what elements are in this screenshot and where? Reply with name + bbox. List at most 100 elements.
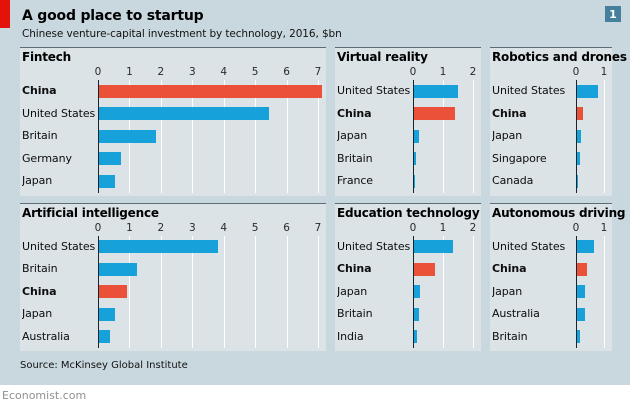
panel-artificial-intelligence: Artificial intelligence United States Brit… <box>20 202 326 351</box>
bar-britain <box>577 330 581 344</box>
axis-tick-5: 5 <box>251 66 259 78</box>
axis-tick-0: 0 <box>94 221 102 234</box>
bar-row-china <box>414 103 481 126</box>
axis-tick-2: 2 <box>469 66 477 78</box>
label-britain: Britain <box>337 307 373 320</box>
bar-britain <box>99 129 156 143</box>
x-axis: 0 1 2 <box>410 65 481 80</box>
bar-row-germany <box>99 148 326 171</box>
bar-japan <box>99 307 115 321</box>
bar-china <box>99 84 323 98</box>
panels-grid: Fintech China United States Britain Germany J… <box>20 47 627 351</box>
bar-row-united-states <box>414 80 481 103</box>
gridline-1 <box>604 80 605 193</box>
chart-robotics-and-drones: United States China Japan Singapore Canada 0 1 <box>490 65 612 193</box>
bar-united-states <box>99 240 219 254</box>
chart-subtitle: Chinese venture-capital investment by te… <box>22 28 342 40</box>
bar-united-states <box>414 84 458 98</box>
bars-area <box>576 80 612 193</box>
label-china: China <box>337 262 372 275</box>
bar-row-britain <box>414 148 481 171</box>
bar-japan <box>577 129 582 143</box>
gridline-2 <box>160 235 162 348</box>
gridline-6 <box>286 80 288 193</box>
axis-tick-7: 7 <box>314 221 322 234</box>
x-axis: 0 1 2 <box>409 221 481 236</box>
axis-tick-0: 0 <box>94 66 102 78</box>
category-labels: United States China Japan Singapore Canada <box>490 65 576 193</box>
panel-title-autonomous-driving: Autonomous driving <box>492 205 626 220</box>
axis-tick-1: 1 <box>126 221 133 234</box>
bar-united-states <box>99 107 269 121</box>
label-singapore: Singapore <box>492 151 547 165</box>
axis-tick-1: 1 <box>439 221 447 234</box>
label-australia: Australia <box>22 329 70 343</box>
bar-japan <box>99 174 115 188</box>
axis-tick-5: 5 <box>251 221 259 234</box>
bar-row-japan <box>99 170 326 193</box>
bar-row-britain <box>99 125 326 148</box>
chart-card: 1 A good place to startup Chinese ventur… <box>0 0 630 385</box>
axis-tick-2: 2 <box>157 66 165 78</box>
bar-row-united-states <box>99 236 326 259</box>
bar-canada <box>577 174 579 188</box>
bar-germany <box>99 152 121 166</box>
label-canada: Canada <box>492 174 534 187</box>
bar-row-united-states <box>414 236 481 259</box>
label-united-states: United States <box>337 84 411 97</box>
axis-tick-4: 4 <box>220 66 228 78</box>
label-britain: Britain <box>492 329 528 343</box>
bar-china <box>414 262 435 276</box>
bar-france <box>414 174 415 188</box>
chart-autonomous-driving: United States China Japan Australia Britain 0… <box>490 221 612 349</box>
bar-britain <box>414 152 417 166</box>
bar-row-britain <box>99 258 326 281</box>
chart-title: A good place to startup <box>22 8 204 24</box>
bar-united-states <box>577 84 598 98</box>
plot-area: 0 1 2 3 4 5 6 7 <box>94 221 326 349</box>
gridline-1 <box>443 80 444 193</box>
label-britain: Britain <box>22 262 58 275</box>
label-france: France <box>337 174 373 187</box>
source-note: Source: McKinsey Global Institute <box>20 360 188 371</box>
panel-title-robotics-and-drones: Robotics and drones <box>492 50 627 64</box>
bar-row-britain <box>414 303 481 326</box>
chart-artificial-intelligence: United States Britain China Japan Australia 0… <box>20 221 326 349</box>
bar-row-china <box>99 281 326 304</box>
axis-tick-4: 4 <box>220 221 228 234</box>
bar-japan <box>414 285 420 299</box>
label-australia: Australia <box>492 307 540 320</box>
site-credit: Economist.com <box>0 385 630 406</box>
label-britain: Britain <box>337 151 373 165</box>
label-united-states: United States <box>337 239 411 253</box>
axis-tick-0: 0 <box>572 66 580 78</box>
category-labels: China United States Britain Germany Japan <box>20 65 98 193</box>
label-united-states: United States <box>22 239 96 253</box>
label-japan: Japan <box>492 129 523 142</box>
label-japan: Japan <box>492 284 523 298</box>
bar-row-australia <box>577 303 612 326</box>
axis-tick-1: 1 <box>439 66 447 78</box>
axis-tick-7: 7 <box>314 66 322 78</box>
chart-fintech: China United States Britain Germany Japan 0 1 2… <box>20 65 326 193</box>
panel-title-virtual-reality: Virtual reality <box>337 50 428 64</box>
panel-fintech: Fintech China United States Britain Germany J… <box>20 47 326 196</box>
bars-area <box>98 80 326 193</box>
label-united-states: United States <box>492 84 566 97</box>
panel-title-education-technology: Education technology <box>337 205 480 220</box>
bar-row-china <box>414 258 481 281</box>
gridline-4 <box>223 235 225 348</box>
label-britain: Britain <box>22 129 58 142</box>
bar-row-china <box>99 80 326 103</box>
gridline-4 <box>223 80 225 193</box>
axis-tick-0: 0 <box>572 221 580 234</box>
bar-united-states <box>577 240 594 254</box>
bar-row-australia <box>99 326 326 349</box>
axis-tick-0: 0 <box>409 221 417 234</box>
bar-china <box>99 285 128 299</box>
x-axis: 0 1 2 3 4 5 6 7 <box>94 221 326 236</box>
label-japan: Japan <box>22 174 53 187</box>
category-labels: United States China Japan Australia Britain <box>490 221 576 349</box>
